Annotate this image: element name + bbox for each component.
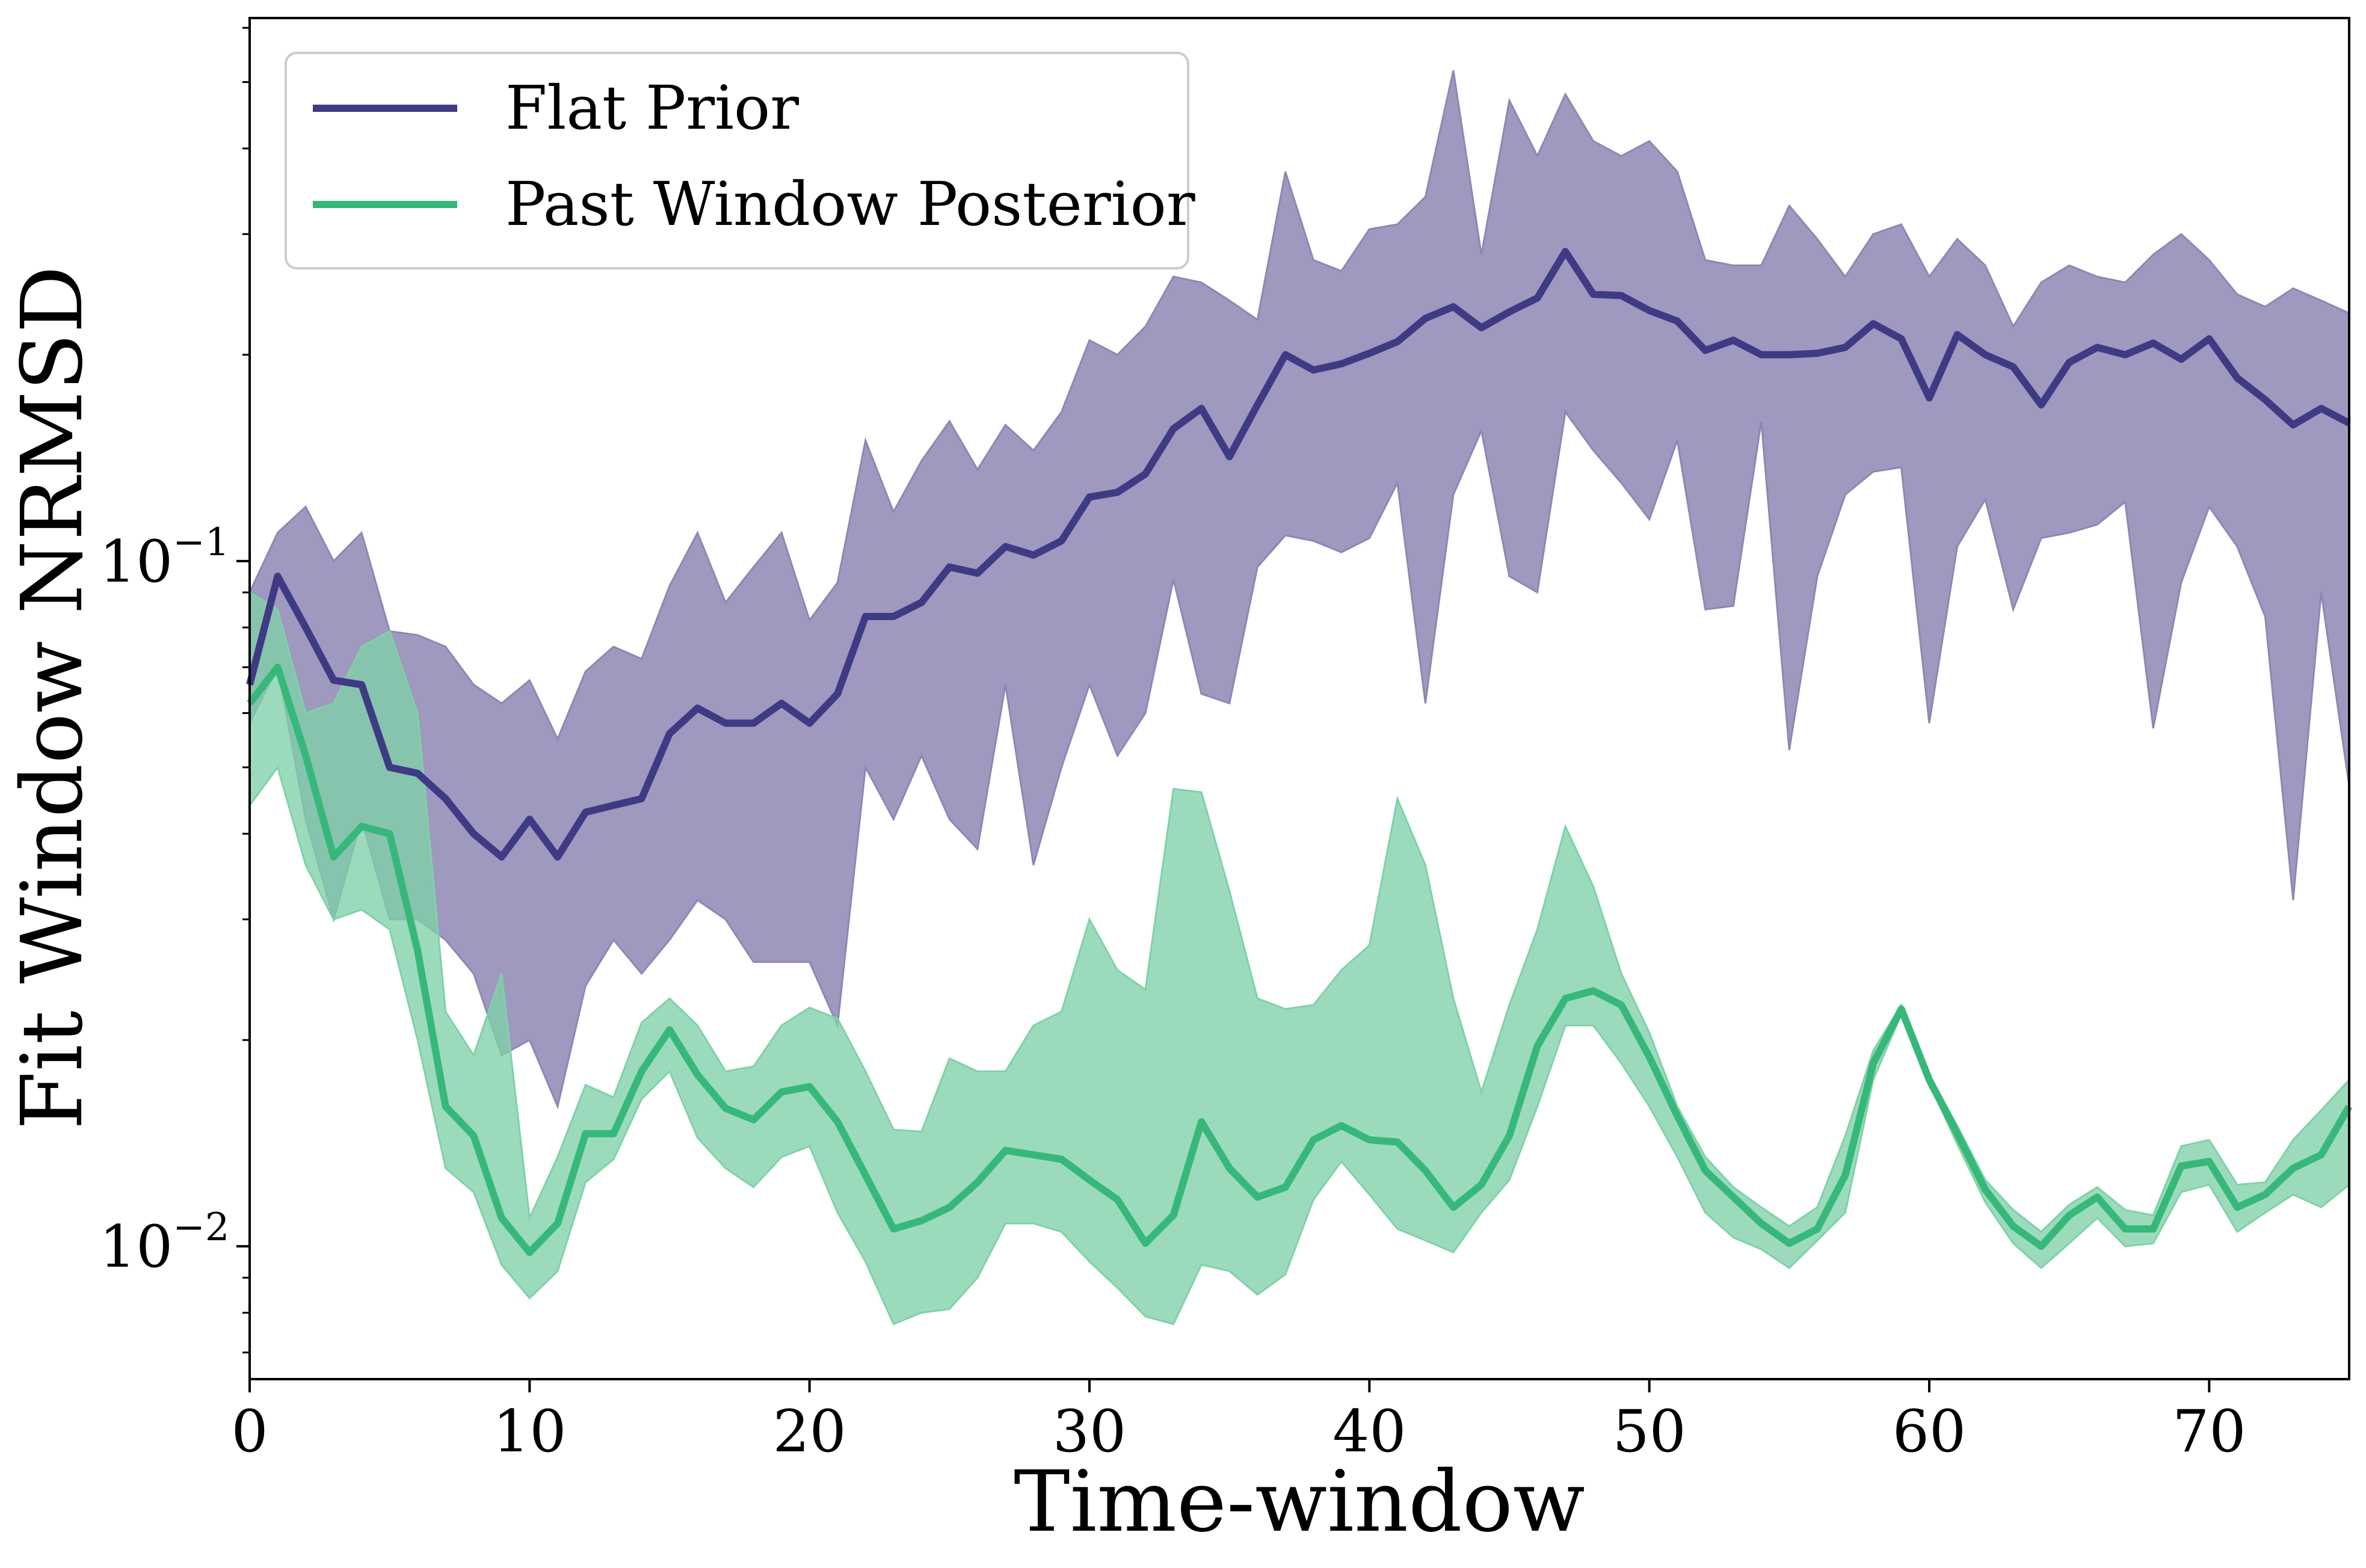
plot-frame [248,17,2350,1380]
legend: Flat Prior Past Window Posterior [285,52,1195,269]
flat-prior-legend-label: Flat Prior [505,73,799,143]
x-tick-label: 60 [1893,1398,1966,1465]
x-tick-label: 50 [1613,1398,1686,1465]
x-axis-ticks: 0 10 20 30 40 50 60 70 [231,1379,2246,1465]
x-tick-label: 40 [1332,1398,1406,1465]
x-tick-label: 0 [231,1398,268,1465]
past-window-posterior-legend-label: Past Window Posterior [505,169,1195,239]
y-tick-exponent: −2 [173,1205,229,1250]
flat-prior-line [246,248,2351,861]
x-axis-title: Time-window [1014,1453,1585,1551]
x-tick-label: 70 [2172,1398,2246,1465]
median-lines [246,248,2353,1256]
y-axis-title: Fit Window NRMSD [4,266,102,1130]
past-window-posterior-line [247,663,2353,1256]
x-tick-label: 30 [1053,1398,1126,1465]
x-tick-label: 10 [493,1398,566,1465]
y-tick-exponent: −1 [173,520,229,565]
x-tick-label: 20 [773,1398,846,1465]
legend-box [285,52,1189,269]
